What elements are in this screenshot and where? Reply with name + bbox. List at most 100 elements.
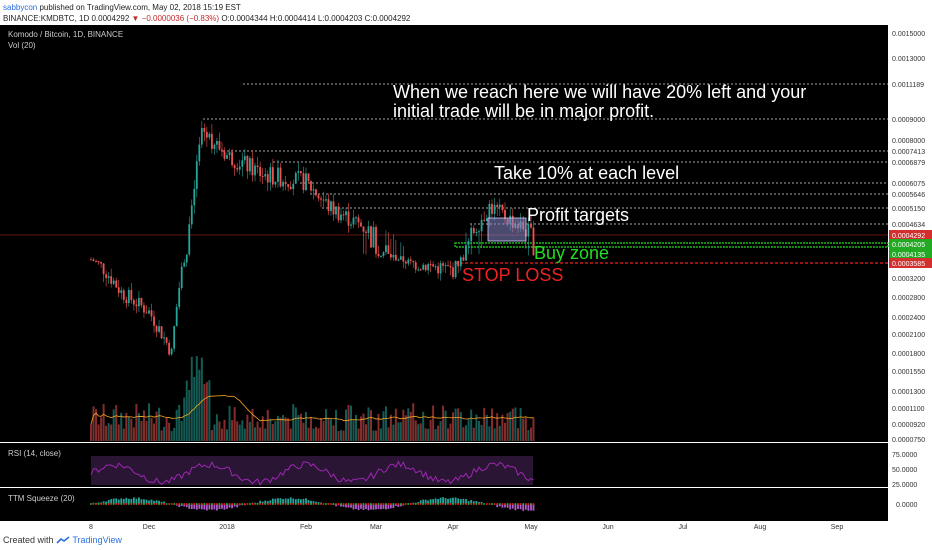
- candle-body: [185, 254, 188, 263]
- volume-bar: [389, 414, 392, 441]
- price-tag-bg: [889, 258, 932, 268]
- squeeze-dot: [498, 503, 501, 505]
- squeeze-pane[interactable]: [0, 488, 888, 521]
- squeeze-bar: [195, 504, 198, 510]
- squeeze-dot: [419, 503, 422, 505]
- squeeze-bar: [150, 499, 153, 504]
- candle-body: [407, 259, 410, 264]
- tradingview-link[interactable]: TradingView: [72, 535, 122, 545]
- volume-bar: [422, 411, 425, 441]
- squeeze-bar: [305, 498, 307, 504]
- volume-bar: [105, 425, 108, 441]
- candle-body: [504, 209, 506, 220]
- volume-bar: [504, 422, 506, 441]
- volume-bar: [524, 417, 527, 441]
- squeeze-dot: [370, 503, 372, 505]
- volume-bar: [175, 409, 178, 441]
- squeeze-dot: [132, 503, 135, 505]
- squeeze-dot: [168, 503, 171, 505]
- squeeze-dot: [424, 503, 427, 505]
- squeeze-dot: [158, 503, 161, 505]
- squeeze-dot: [254, 503, 257, 505]
- candle-body: [322, 199, 325, 201]
- volume-bar: [246, 414, 249, 441]
- candle-body: [320, 198, 322, 200]
- volume-bar: [511, 408, 514, 441]
- annotation-take-profit: Take 10% at each level: [494, 163, 679, 183]
- volume-bar: [264, 428, 267, 441]
- squeeze-dot: [135, 503, 138, 505]
- candle-body: [221, 149, 223, 152]
- squeeze-bar: [399, 504, 402, 507]
- candle-body: [130, 289, 133, 301]
- volume-bar: [178, 404, 181, 441]
- squeeze-dot: [175, 503, 178, 505]
- author-link[interactable]: sabbycon: [3, 3, 38, 12]
- squeeze-dot: [447, 503, 450, 505]
- squeeze-dot: [332, 503, 335, 505]
- symbol: BINANCE:KMDBTC, 1D: [3, 14, 90, 23]
- squeeze-bar: [454, 497, 457, 504]
- candle-body: [107, 276, 110, 279]
- volume-bar: [335, 409, 337, 441]
- squeeze-dot: [95, 503, 98, 505]
- candle-body: [362, 226, 365, 232]
- candle-body: [439, 263, 442, 274]
- volume-bar: [367, 407, 370, 441]
- squeeze-dot: [478, 503, 480, 505]
- volume-bar: [198, 369, 201, 441]
- volume-bar: [168, 422, 171, 441]
- volume-bar: [287, 418, 290, 441]
- squeeze-dot: [213, 503, 216, 505]
- volume-bar: [145, 420, 148, 441]
- squeeze-bar: [530, 504, 532, 511]
- annotation-major-profit-2: initial trade will be in major profit.: [393, 101, 654, 121]
- candle-body: [226, 155, 228, 159]
- volume-bar: [292, 404, 295, 441]
- candle-body: [315, 189, 317, 196]
- volume-bar: [195, 356, 198, 441]
- time-tick-label: Aug: [754, 524, 767, 531]
- squeeze-dot: [145, 503, 148, 505]
- candle-body: [117, 287, 120, 293]
- time-tick-label: Mar: [370, 524, 383, 531]
- squeeze-dot: [365, 503, 367, 505]
- volume-bar: [317, 428, 320, 441]
- volume-bar: [284, 417, 287, 441]
- squeeze-dot: [320, 503, 322, 505]
- squeeze-dot: [357, 503, 360, 505]
- candle-body: [447, 265, 449, 267]
- squeeze-dot: [155, 503, 158, 505]
- squeeze-bar: [148, 500, 150, 504]
- squeeze-bar: [517, 504, 519, 509]
- squeeze-bar: [183, 504, 186, 507]
- chart-canvas[interactable]: Komodo / Bitcoin, 1D, BINANCE Vol (20) W…: [0, 25, 932, 532]
- squeeze-dot: [246, 503, 249, 505]
- squeeze-dot: [243, 503, 246, 505]
- squeeze-dot: [117, 503, 120, 505]
- squeeze-dot: [100, 503, 103, 505]
- volume-bar: [434, 429, 437, 441]
- volume-bar: [173, 427, 176, 441]
- buy-zone-band[interactable]: [454, 242, 889, 248]
- time-axis: 8 Dec 2018 Feb Mar Apr May Jun Jul Aug Sep: [89, 524, 843, 531]
- volume-bar: [190, 356, 193, 441]
- publish-info: sabbycon published on TradingView.com, M…: [3, 3, 241, 12]
- candle-body: [238, 166, 241, 170]
- squeeze-bar: [467, 501, 470, 504]
- candle-body: [165, 337, 168, 343]
- squeeze-bar: [122, 498, 125, 504]
- squeeze-bar: [143, 499, 145, 504]
- price-tick-label: 0.0000920: [892, 422, 925, 429]
- squeeze-dot: [312, 503, 315, 505]
- squeeze-bar: [447, 498, 449, 504]
- volume-bar: [392, 424, 395, 441]
- squeeze-dot: [392, 503, 395, 505]
- main-pane[interactable]: [0, 25, 888, 442]
- candle-body: [350, 224, 352, 226]
- squeeze-dot: [347, 503, 350, 505]
- candle-body: [485, 218, 488, 221]
- squeeze-bar: [312, 501, 315, 504]
- squeeze-dot: [137, 503, 140, 505]
- squeeze-bar: [300, 499, 302, 504]
